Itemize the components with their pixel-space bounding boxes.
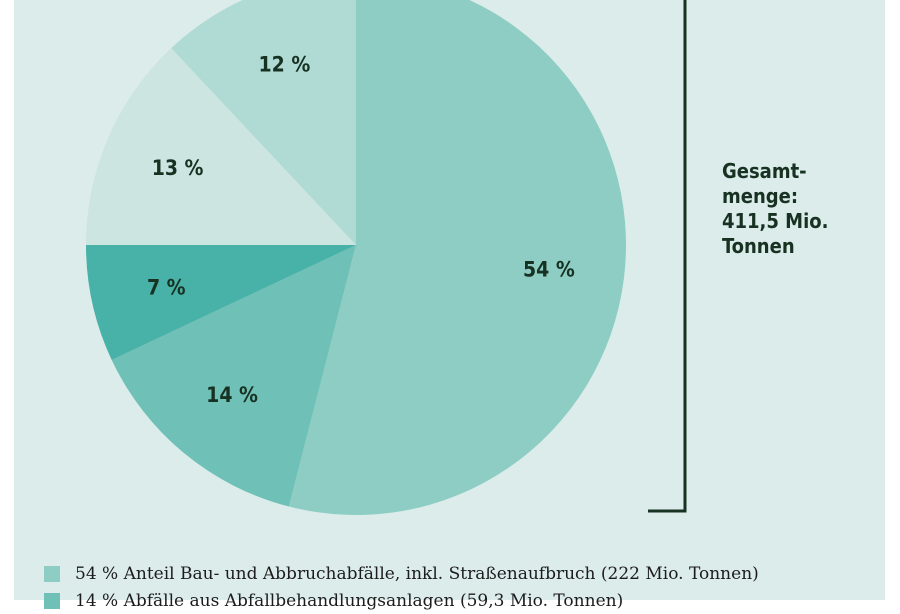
legend-swatch bbox=[44, 592, 60, 609]
slice-percent-label: 13 % bbox=[152, 156, 204, 180]
slice-percent-label: 14 % bbox=[206, 383, 258, 407]
pie-slice bbox=[86, 245, 356, 360]
total-amount-label: Gesamt- menge: 411,5 Mio. Tonnen bbox=[722, 159, 852, 259]
pie-slice bbox=[171, 0, 356, 245]
legend: 54 % Anteil Bau- und Abbruchabfälle, ink… bbox=[44, 560, 884, 614]
legend-swatch bbox=[44, 565, 60, 582]
total-line: Gesamt- bbox=[722, 159, 807, 183]
slice-percent-label: 7 % bbox=[147, 275, 186, 299]
pie-slices bbox=[86, 0, 627, 515]
pie-chart: 54 % 14 % 7 % 13 % 12 % bbox=[86, 0, 687, 515]
total-line: menge: bbox=[722, 184, 799, 208]
legend-item: 54 % Anteil Bau- und Abbruchabfälle, ink… bbox=[44, 560, 884, 587]
total-bracket bbox=[648, 0, 687, 513]
pie-slice bbox=[86, 48, 356, 246]
pie-slice bbox=[111, 245, 357, 507]
legend-label: 14 % Abfälle aus Abfallbehandlungsanlage… bbox=[75, 590, 624, 611]
total-line: 411,5 Mio. bbox=[722, 209, 829, 233]
legend-item: 14 % Abfälle aus Abfallbehandlungsanlage… bbox=[44, 587, 884, 614]
slice-percent-label: 54 % bbox=[523, 257, 575, 281]
slice-percent-label: 12 % bbox=[259, 52, 311, 76]
total-line: Tonnen bbox=[722, 234, 795, 258]
legend-label: 54 % Anteil Bau- und Abbruchabfälle, ink… bbox=[75, 563, 759, 584]
pie-slice bbox=[288, 0, 627, 515]
pie-slice-labels: 54 % 14 % 7 % 13 % 12 % bbox=[147, 52, 575, 407]
